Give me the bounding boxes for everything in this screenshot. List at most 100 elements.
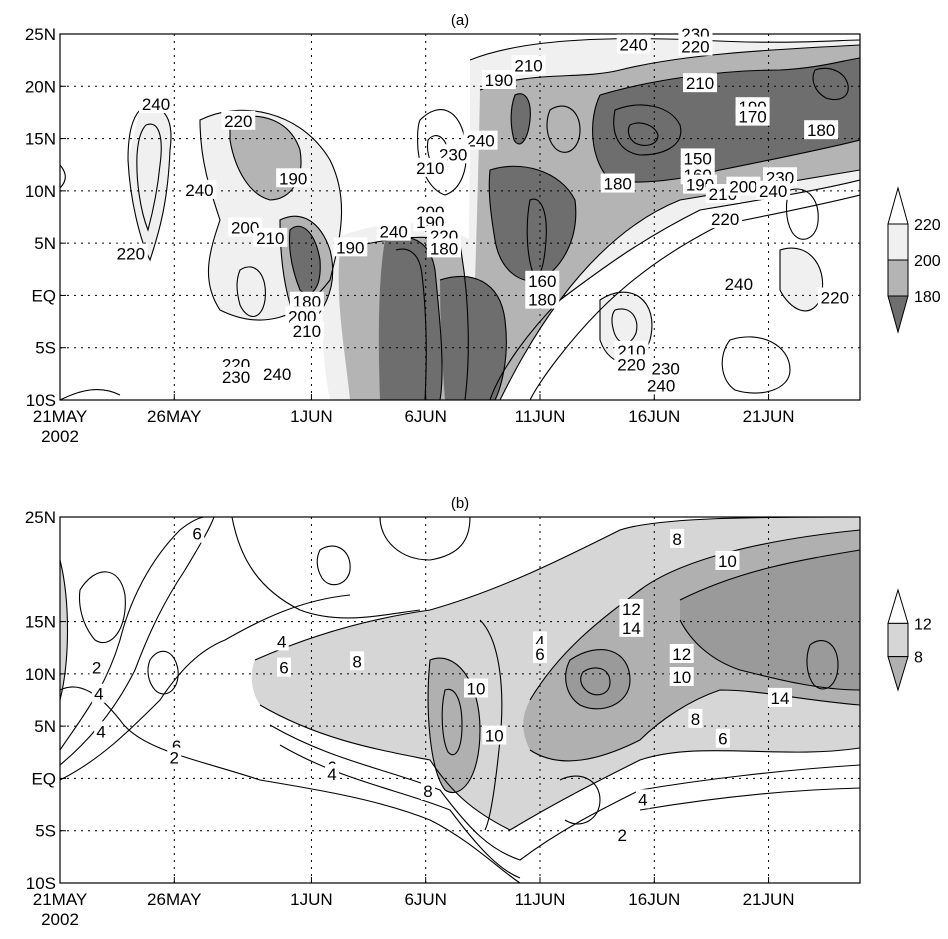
olr-contour bbox=[395, 248, 427, 400]
y-tick-label: 5N bbox=[34, 717, 56, 736]
contour-label-box bbox=[688, 708, 703, 728]
panel-b-legend: 12 8 bbox=[887, 588, 932, 692]
contour-label: 240 bbox=[620, 35, 648, 54]
olr-shade-dark bbox=[511, 93, 531, 144]
contour-label: 240 bbox=[647, 376, 675, 395]
panel-b-frame bbox=[59, 516, 861, 884]
precip-contour bbox=[78, 571, 126, 643]
precip-contour bbox=[379, 517, 471, 561]
contour-label-box bbox=[421, 780, 435, 800]
olr-contour bbox=[417, 109, 467, 196]
legend-swatch bbox=[887, 223, 909, 261]
legend-label: 200 bbox=[914, 253, 941, 270]
contour-label: 240 bbox=[759, 182, 787, 201]
contour-label-box bbox=[715, 728, 730, 748]
contour-label-box bbox=[464, 678, 488, 698]
contour-label: 160 bbox=[528, 272, 556, 291]
y-tick-label: EQ bbox=[31, 286, 56, 305]
contour-label-box bbox=[614, 354, 649, 374]
olr-contour bbox=[479, 44, 860, 91]
contour-label-box bbox=[463, 130, 498, 150]
x-tick-label: 26MAY bbox=[147, 407, 202, 426]
olr-contour bbox=[613, 104, 682, 156]
contour-label-box bbox=[182, 179, 217, 199]
olr-contour bbox=[439, 275, 507, 400]
contour-label-box bbox=[276, 168, 311, 188]
contour-label-box bbox=[285, 306, 320, 326]
contour-label: 4 bbox=[535, 632, 544, 651]
contour-label: 240 bbox=[263, 365, 291, 384]
olr-contour bbox=[812, 67, 849, 101]
precip-contour bbox=[259, 704, 860, 831]
olr-shade-dark bbox=[440, 276, 507, 400]
contour-label: 230 bbox=[652, 360, 680, 379]
x-tick-label: 21MAY bbox=[33, 890, 88, 909]
precip-contour bbox=[427, 657, 481, 793]
contour-label-box bbox=[669, 643, 694, 663]
contour-label: 4 bbox=[638, 790, 647, 809]
y-tick-label: 10N bbox=[25, 182, 56, 201]
contour-label: 10 bbox=[485, 727, 504, 746]
olr-contour bbox=[599, 57, 860, 96]
x-tick-label: 2002 bbox=[41, 910, 79, 929]
contour-label-box bbox=[289, 291, 324, 311]
contour-label: 240 bbox=[466, 132, 494, 151]
contour-label: 210 bbox=[686, 74, 714, 93]
y-tick-label: 10S bbox=[26, 874, 56, 893]
contour-label: 200 bbox=[231, 218, 259, 237]
contour-label: 210 bbox=[514, 56, 542, 75]
contour-label: 12 bbox=[622, 600, 641, 619]
contour-label-box bbox=[260, 363, 295, 383]
precip-contour bbox=[60, 594, 351, 781]
contour-label: 4 bbox=[277, 632, 286, 651]
contour-label-box bbox=[600, 173, 635, 193]
precip-contour bbox=[529, 529, 860, 701]
contour-label-box bbox=[482, 725, 507, 745]
contour-label: 220 bbox=[681, 38, 709, 57]
panel-b-labels: 62446246864810104612148101210148642 bbox=[89, 523, 792, 845]
contour-label-box bbox=[616, 34, 651, 54]
contour-label-box bbox=[219, 366, 253, 386]
precip-shade-dark bbox=[565, 649, 630, 709]
contour-label: 240 bbox=[185, 181, 213, 200]
olr-contour bbox=[127, 106, 172, 262]
x-tick-label: 11JUN bbox=[515, 890, 566, 909]
x-tick-label: 6JUN bbox=[404, 890, 447, 909]
contour-label: 200 bbox=[729, 178, 757, 197]
contour-label: 180 bbox=[528, 291, 556, 310]
contour-label: 6 bbox=[192, 525, 201, 544]
precip-contour bbox=[679, 549, 860, 601]
contour-label: 240 bbox=[142, 95, 170, 114]
precip-contour bbox=[147, 650, 179, 695]
precip-shade-dark bbox=[680, 550, 860, 690]
contour-label-box bbox=[511, 55, 546, 75]
legend-label: 8 bbox=[914, 650, 923, 667]
contour-label: 4 bbox=[327, 765, 336, 784]
y-tick-label: 20N bbox=[25, 77, 56, 96]
y-tick-label: 5N bbox=[34, 234, 56, 253]
panel-b: (b) bbox=[25, 495, 932, 929]
contour-label-box bbox=[735, 106, 770, 126]
contour-label: 170 bbox=[738, 108, 766, 127]
contour-label-box bbox=[708, 209, 743, 229]
olr-contour bbox=[60, 164, 66, 189]
panel-b-contours bbox=[60, 517, 860, 883]
precip-contour bbox=[60, 559, 69, 701]
contour-label-box bbox=[274, 631, 289, 651]
contour-label-box bbox=[756, 180, 791, 200]
olr-contour bbox=[510, 93, 531, 145]
contour-label-box bbox=[615, 824, 630, 844]
x-tick-label: 21JUN bbox=[743, 890, 795, 909]
contour-label: 2 bbox=[170, 749, 179, 768]
legend-swatch bbox=[887, 656, 909, 692]
contour-label: 220 bbox=[224, 112, 252, 131]
contour-label: 14 bbox=[622, 619, 641, 638]
olr-contour bbox=[136, 123, 162, 232]
legend-swatch bbox=[887, 622, 909, 658]
olr-shade-dark bbox=[592, 58, 860, 182]
panel-a: (a) bbox=[25, 12, 941, 446]
contour-label-box bbox=[533, 643, 547, 663]
contour-label: 180 bbox=[430, 239, 458, 258]
contour-label: 12 bbox=[672, 645, 691, 664]
